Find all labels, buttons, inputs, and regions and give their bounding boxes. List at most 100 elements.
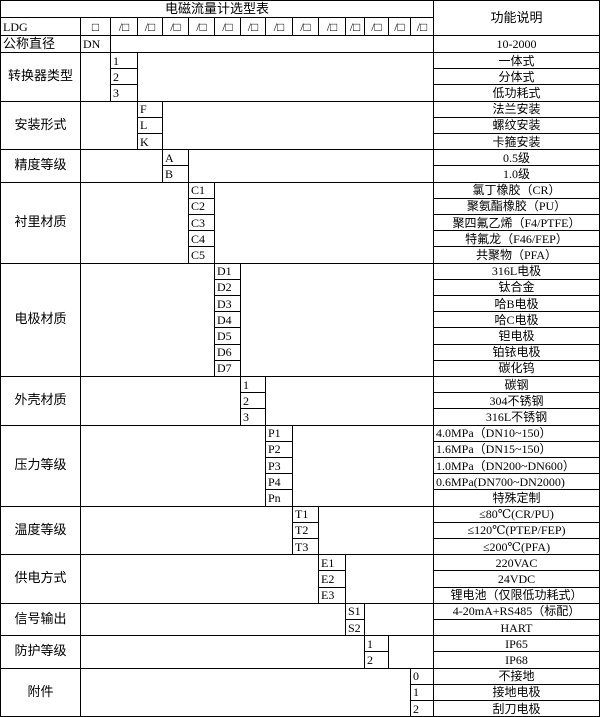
option-desc: 钽电极 <box>433 327 600 345</box>
blank-cell <box>80 100 138 151</box>
code-slot: /□ <box>292 17 319 36</box>
code-slot: /□ <box>110 17 138 36</box>
blank-cell <box>188 149 434 183</box>
blank-cell <box>80 262 215 377</box>
option-desc: 法兰安装 <box>433 100 600 118</box>
blank-cell <box>80 181 189 264</box>
option-desc: IP65 <box>433 635 600 653</box>
group-label: 压力等级 <box>0 424 81 507</box>
option-code: 1 <box>240 376 266 394</box>
option-code: C1 <box>188 181 215 199</box>
nominal-diameter-code: DN <box>80 35 111 53</box>
option-desc: 聚氨酯橡胶（PU） <box>433 197 600 215</box>
code-slot: /□ <box>188 17 215 36</box>
option-code: 2 <box>240 392 266 410</box>
option-code: P4 <box>265 473 293 491</box>
option-desc: 哈B电极 <box>433 295 600 313</box>
option-code: P2 <box>265 440 293 458</box>
blank-cell <box>80 505 293 556</box>
blank-cell <box>80 424 266 507</box>
option-desc: ≤120℃(PTEP/FEP) <box>433 521 600 539</box>
group-label: 供电方式 <box>0 554 81 604</box>
blank-cell <box>80 667 411 717</box>
code-slot: /□ <box>265 17 293 36</box>
option-code: S1 <box>345 602 365 620</box>
option-desc: 1.0级 <box>433 165 600 183</box>
option-code: T3 <box>292 538 319 556</box>
blank-cell <box>345 554 434 604</box>
blank-cell <box>80 376 241 426</box>
model-prefix: LDG <box>0 17 81 36</box>
option-desc: 分体式 <box>433 68 600 86</box>
group-label: 温度等级 <box>0 505 81 556</box>
code-slot: /□ <box>137 17 163 36</box>
code-slot: □ <box>80 17 111 36</box>
option-code: 2 <box>410 700 434 717</box>
group-label: 精度等级 <box>0 149 81 183</box>
blank-cell <box>137 52 434 102</box>
option-desc: 碳化钨 <box>433 359 600 377</box>
option-code: 2 <box>364 651 389 669</box>
code-slot: /□ <box>318 17 346 36</box>
option-code: D5 <box>214 327 241 345</box>
option-desc: 1.0MPa（DN200~DN600） <box>433 457 600 475</box>
group-label: 安装形式 <box>0 100 81 151</box>
option-code: C4 <box>188 230 215 248</box>
option-desc: 4.0MPa（DN10~150） <box>433 424 600 442</box>
option-desc: 0.5级 <box>433 149 600 167</box>
option-code: Pn <box>265 489 293 507</box>
blank-cell <box>292 424 434 507</box>
code-slot: /□ <box>162 17 189 36</box>
group-label: 外壳材质 <box>0 376 81 426</box>
option-desc: 304不锈钢 <box>433 392 600 410</box>
option-code: A <box>162 149 189 167</box>
blank-cell <box>80 635 365 669</box>
blank-cell <box>110 35 434 53</box>
blank-cell <box>80 554 319 604</box>
blank-cell <box>265 376 434 426</box>
option-code: 3 <box>240 408 266 426</box>
option-desc: 氯丁橡胶（CR） <box>433 181 600 199</box>
option-code: E2 <box>318 570 346 588</box>
code-slot: /□ <box>364 17 389 36</box>
option-code: K <box>137 133 163 151</box>
option-desc: 1.6MPa（DN15~150） <box>433 440 600 458</box>
code-slot: /□ <box>410 17 434 36</box>
option-desc: 锂电池（仅限低功耗式） <box>433 586 600 604</box>
code-slot: /□ <box>345 17 365 36</box>
option-code: T2 <box>292 521 319 539</box>
blank-cell <box>80 149 163 183</box>
option-desc: 一体式 <box>433 52 600 70</box>
option-code: E3 <box>318 586 346 604</box>
code-slot: /□ <box>388 17 411 36</box>
option-code: D6 <box>214 343 241 361</box>
blank-cell <box>364 602 434 637</box>
option-desc: 低功耗式 <box>433 84 600 102</box>
option-code: 1 <box>364 635 389 653</box>
option-desc: 铂铱电极 <box>433 343 600 361</box>
blank-cell <box>162 100 434 151</box>
option-code: F <box>137 100 163 118</box>
option-desc: 碳钢 <box>433 376 600 394</box>
code-slot: /□ <box>240 17 266 36</box>
option-code: 1 <box>410 683 434 701</box>
option-code: C5 <box>188 246 215 264</box>
option-desc: 特氟龙（F46/FEP） <box>433 230 600 248</box>
blank-cell <box>318 505 434 556</box>
option-desc: 聚四氟乙烯（F4/PTFE） <box>433 214 600 232</box>
option-code: C2 <box>188 197 215 215</box>
blank-cell <box>388 635 434 669</box>
group-label: 信号输出 <box>0 602 81 637</box>
code-slot: /□ <box>214 17 241 36</box>
option-code: 1 <box>110 52 138 70</box>
option-code: T1 <box>292 505 319 523</box>
option-code: D3 <box>214 295 241 313</box>
option-desc: 钛合金 <box>433 278 600 296</box>
option-code: 0 <box>410 667 434 685</box>
option-code: C3 <box>188 214 215 232</box>
table-title: 电磁流量计选型表 <box>0 0 434 18</box>
option-desc: 24VDC <box>433 570 600 588</box>
nominal-diameter-desc: 10-2000 <box>433 35 600 53</box>
option-desc: IP68 <box>433 651 600 669</box>
group-label: 附件 <box>0 667 81 717</box>
